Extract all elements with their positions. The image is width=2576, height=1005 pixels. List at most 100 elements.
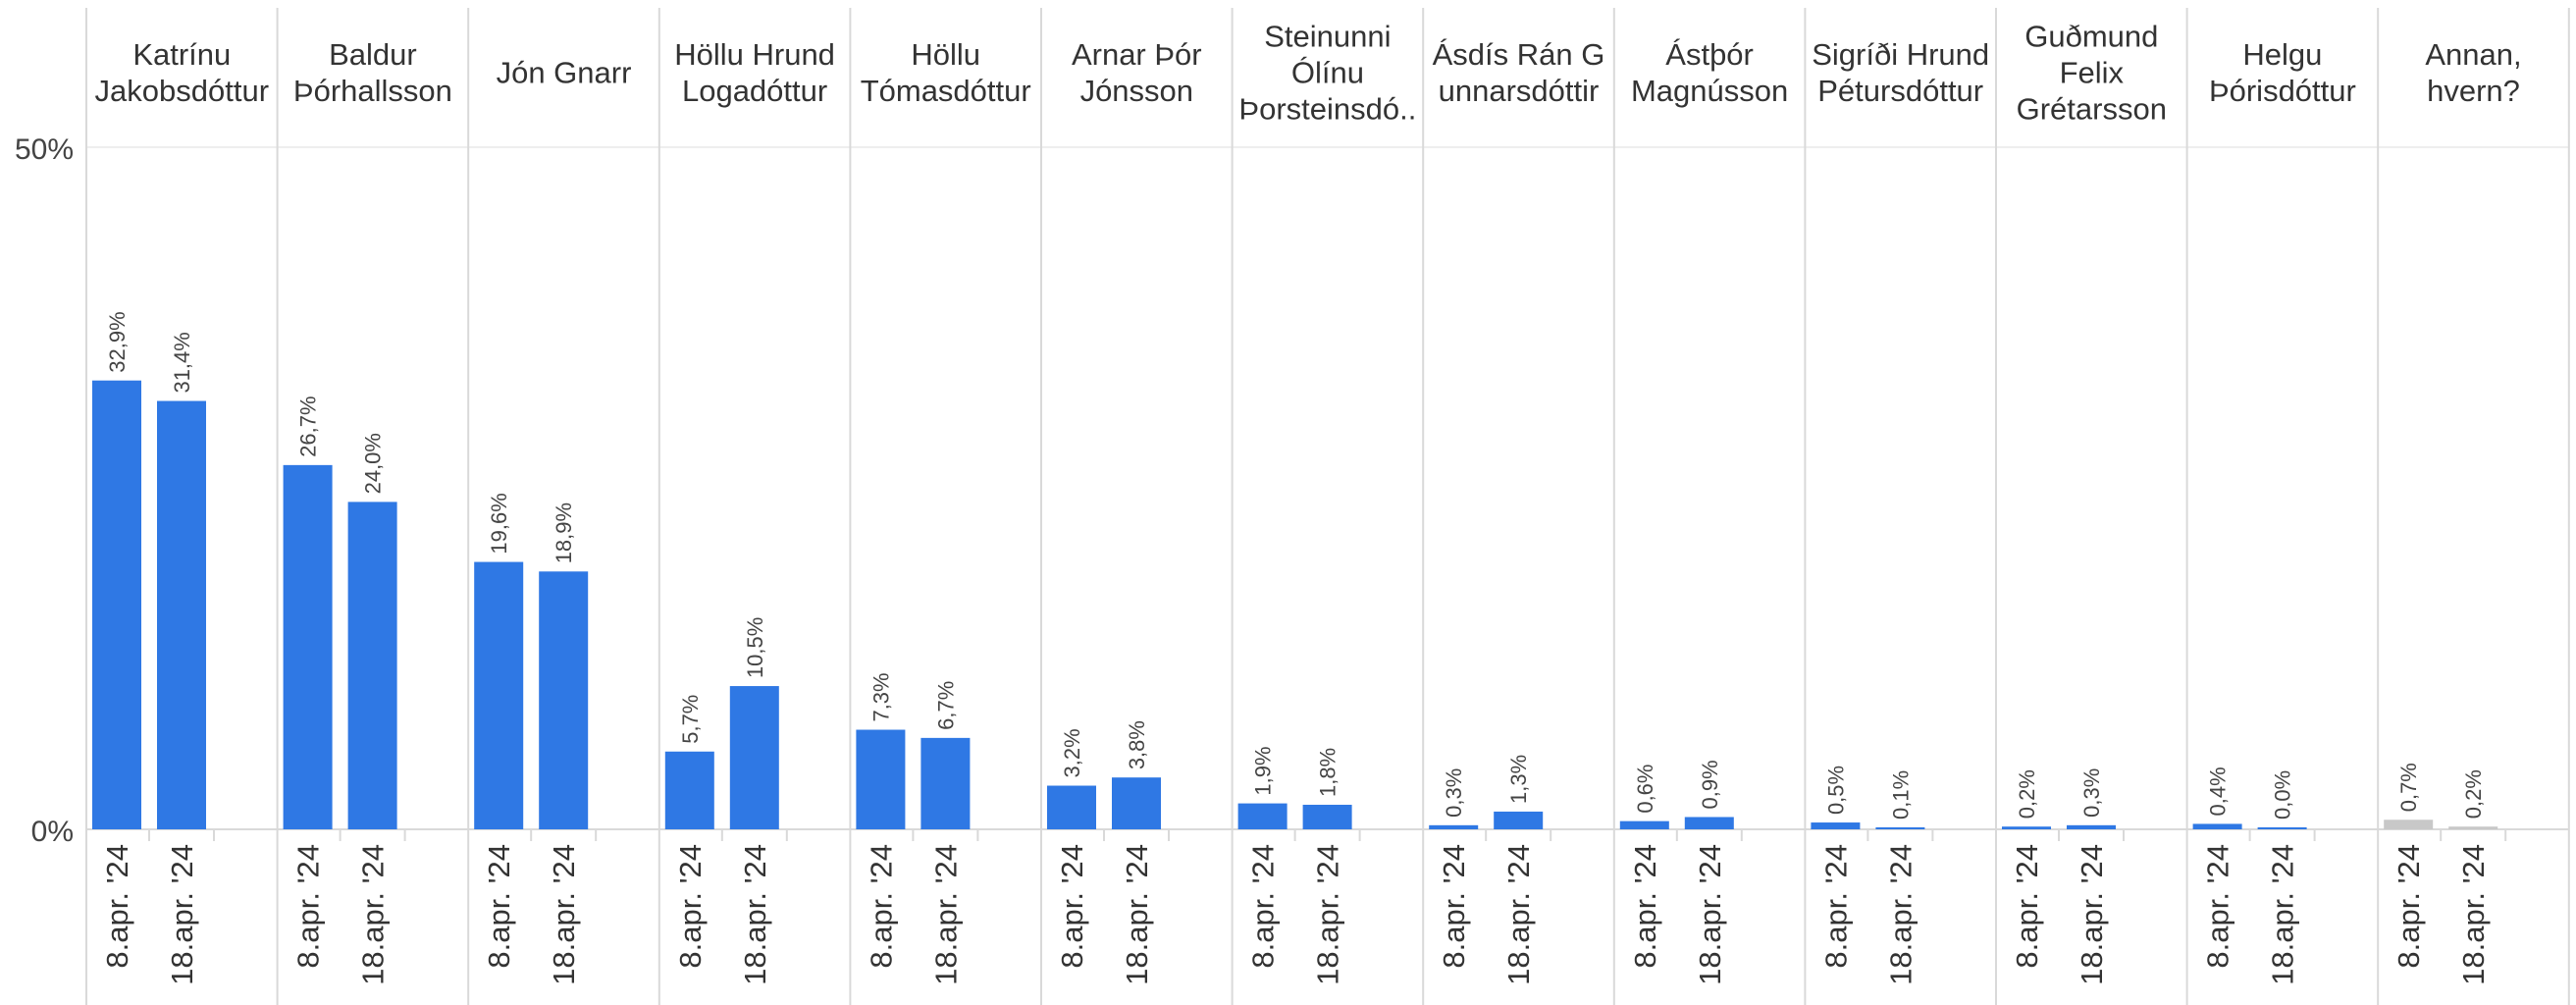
bar xyxy=(92,380,141,829)
bar-value-label: 0,6% xyxy=(1633,765,1657,814)
bar xyxy=(2384,820,2434,829)
candidate-name-line: Þorsteinsdó.. xyxy=(1238,92,1416,127)
candidate-name-line: Steinunni xyxy=(1264,20,1391,54)
x-date-label: 8.apr. '24 xyxy=(673,844,708,969)
bar xyxy=(1811,822,1861,829)
bar xyxy=(664,751,714,829)
bar-value-label: 0,1% xyxy=(1888,770,1913,820)
bar xyxy=(1684,817,1734,829)
bars-layer xyxy=(92,380,2498,829)
bar-value-label: 6,7% xyxy=(933,681,958,730)
x-date-label: 8.apr. '24 xyxy=(291,844,326,969)
bar xyxy=(2448,826,2498,829)
candidate-name-line: Helgu xyxy=(2242,37,2322,72)
candidate-name-line: Katrínu xyxy=(132,37,231,72)
x-date-label: 8.apr. '24 xyxy=(1246,844,1281,969)
candidate-name-line: Höllu Hrund xyxy=(674,37,835,72)
bar-value-label: 18,9% xyxy=(552,502,576,563)
candidate-name-line: Grétarsson xyxy=(2017,92,2167,127)
candidate-name-line: Logadóttur xyxy=(682,74,827,108)
bar-value-label: 1,9% xyxy=(1251,746,1276,795)
bar-value-label: 32,9% xyxy=(105,311,130,372)
candidate-name-line: Felix xyxy=(2060,56,2125,90)
y-tick-label: 50% xyxy=(15,133,74,166)
bar xyxy=(283,464,333,829)
bar xyxy=(1429,824,1479,829)
bar-value-label: 7,3% xyxy=(868,672,893,721)
bar xyxy=(729,686,779,829)
x-date-label: 18.apr. '24 xyxy=(2075,844,2109,985)
bar xyxy=(347,502,397,829)
x-date-label: 8.apr. '24 xyxy=(1437,844,1471,969)
candidate-name-line: Annan, xyxy=(2425,37,2521,72)
bar-value-label: 0,2% xyxy=(2461,769,2486,819)
candidate-name-line: Sigríði Hrund xyxy=(1812,37,1989,72)
bar xyxy=(1237,803,1288,829)
x-date-label: 18.apr. '24 xyxy=(1501,844,1536,985)
bar xyxy=(539,571,589,829)
x-date-label: 18.apr. '24 xyxy=(1311,844,1345,985)
x-date-label: 18.apr. '24 xyxy=(547,844,581,985)
x-date-label: 18.apr. '24 xyxy=(1120,844,1154,985)
candidate-name-line: Baldur xyxy=(329,37,417,72)
bar xyxy=(474,561,524,829)
candidate-name-line: Magnússon xyxy=(1631,74,1788,108)
candidate-name-line: Guðmund xyxy=(2024,20,2158,54)
bar xyxy=(1875,827,1925,829)
x-date-label: 8.apr. '24 xyxy=(100,844,134,969)
x-date-label: 8.apr. '24 xyxy=(2010,844,2044,969)
x-date-label: 18.apr. '24 xyxy=(2456,844,2491,985)
x-date-label: 8.apr. '24 xyxy=(2392,844,2426,969)
x-date-label: 8.apr. '24 xyxy=(1055,844,1089,969)
bar xyxy=(2067,824,2116,829)
bar xyxy=(2257,827,2307,829)
bar-value-label: 10,5% xyxy=(743,617,767,678)
candidate-name-line: Þórhallsson xyxy=(293,74,452,108)
x-date-label: 18.apr. '24 xyxy=(356,844,391,985)
candidate-name-line: Ólínu xyxy=(1291,56,1364,90)
x-date-label: 18.apr. '24 xyxy=(738,844,772,985)
candidate-name-line: Jónsson xyxy=(1080,74,1193,108)
bar-value-label: 0,4% xyxy=(2206,767,2231,816)
bar-value-label: 3,2% xyxy=(1060,728,1084,777)
candidate-name-line: Ástþór xyxy=(1665,37,1754,72)
bar xyxy=(2192,823,2242,829)
bar xyxy=(1112,777,1161,829)
bar-value-label: 26,7% xyxy=(296,396,321,456)
x-date-label: 8.apr. '24 xyxy=(2201,844,2235,969)
bar-value-label: 24,0% xyxy=(361,433,386,494)
bar-value-label: 0,3% xyxy=(1442,768,1466,818)
bar xyxy=(1619,820,1669,829)
candidate-name-line: Pétursdóttur xyxy=(1817,74,1983,108)
bar xyxy=(157,400,206,829)
candidate-name-line: Arnar Þór xyxy=(1072,37,1202,72)
bar-value-label: 1,3% xyxy=(1506,755,1531,804)
x-date-label: 18.apr. '24 xyxy=(165,844,199,985)
bar-value-label: 0,9% xyxy=(1698,760,1722,809)
candidate-name-line: Ásdís Rán G xyxy=(1433,37,1605,72)
bar-value-label: 19,6% xyxy=(487,493,511,554)
x-date-label: 18.apr. '24 xyxy=(2266,844,2300,985)
x-date-label: 8.apr. '24 xyxy=(1818,844,1853,969)
candidate-name-line: Jón Gnarr xyxy=(497,56,632,90)
bar-value-label: 31,4% xyxy=(170,332,194,393)
x-date-label: 18.apr. '24 xyxy=(1693,844,1727,985)
bar-value-label: 0,7% xyxy=(2396,763,2421,812)
x-date-label: 18.apr. '24 xyxy=(928,844,963,985)
y-tick-label: 0% xyxy=(31,816,74,848)
bar xyxy=(2002,826,2051,829)
bar xyxy=(1494,811,1544,829)
bar-value-label: 1,8% xyxy=(1316,748,1341,797)
bar-value-label: 0,3% xyxy=(2079,768,2104,818)
bar-value-label: 5,7% xyxy=(678,695,703,744)
candidate-name-line: Höllu xyxy=(911,37,980,72)
candidate-name-line: hvern? xyxy=(2427,74,2520,108)
bar-value-label: 3,8% xyxy=(1125,720,1149,769)
candidate-name-line: unnarsdóttir xyxy=(1439,74,1600,108)
x-date-label: 18.apr. '24 xyxy=(1883,844,1918,985)
bar-value-label: 0,5% xyxy=(1823,766,1848,815)
bar xyxy=(1302,804,1352,829)
bar-value-label: 0,2% xyxy=(2015,769,2039,819)
